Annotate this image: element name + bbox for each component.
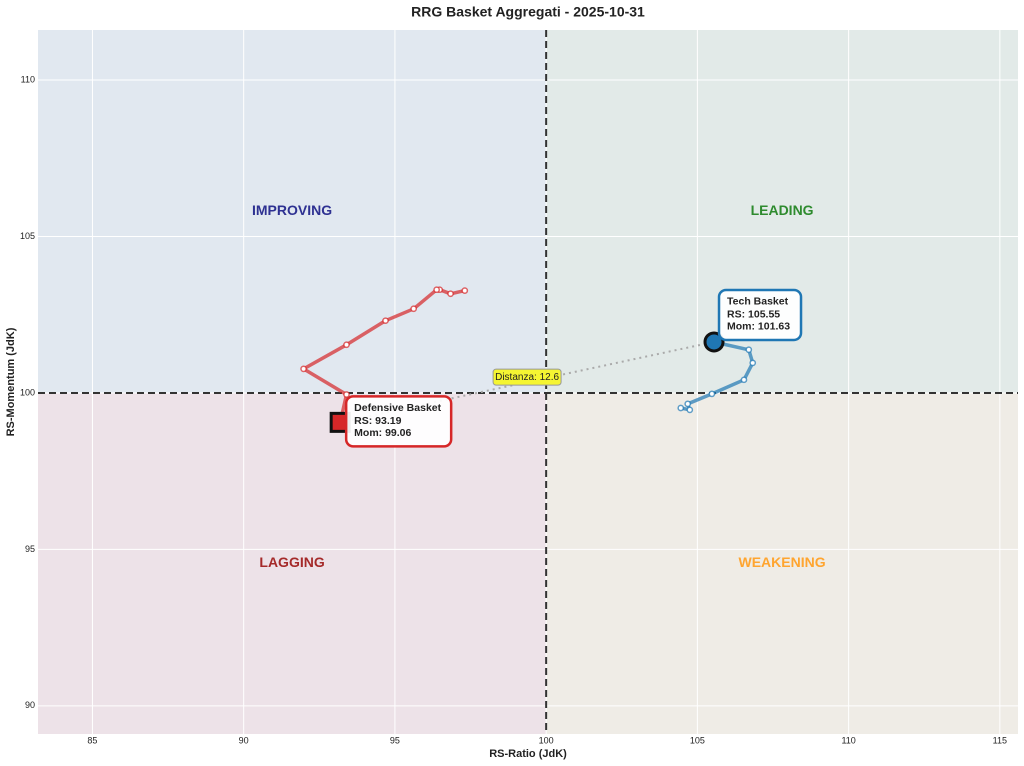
x-tick-label: 110	[841, 735, 855, 745]
trail-point	[708, 390, 716, 398]
trail-point	[300, 365, 307, 373]
y-axis-label: RS-Momentum (JdK)	[5, 327, 17, 436]
annotation-value: RS: 93.19	[354, 415, 401, 427]
trail-point	[749, 359, 757, 367]
trail-point	[745, 346, 753, 354]
y-tick-label: 95	[25, 544, 35, 554]
x-tick-label: 100	[539, 735, 554, 745]
trail-point	[410, 305, 418, 313]
quadrant-background	[38, 392, 547, 734]
trail-line	[301, 287, 466, 423]
y-tick-label: 100	[20, 387, 35, 397]
x-tick-label: 90	[239, 735, 249, 745]
end-marker	[703, 331, 725, 353]
y-tick-label: 90	[25, 700, 35, 710]
annotation-box	[717, 288, 803, 342]
y-tick-label: 110	[21, 74, 35, 84]
trail-point	[433, 286, 441, 294]
x-tick-label: 105	[690, 735, 705, 745]
annotation-name: Tech Basket	[727, 296, 789, 308]
annotation-name: Defensive Basket	[354, 402, 441, 414]
annotation-value: Mom: 99.06	[354, 427, 411, 439]
x-axis-label: RS-Ratio (JdK)	[489, 748, 567, 760]
trail-point	[740, 376, 748, 384]
quadrant-label: WEAKENING	[739, 554, 826, 570]
x-tick-label: 115	[993, 735, 1007, 745]
quadrant-label: LEADING	[751, 202, 814, 218]
x-tick-label: 85	[87, 735, 97, 745]
trail-point	[461, 287, 469, 294]
annotation-value: Mom: 101.63	[727, 321, 790, 333]
trail-point	[343, 341, 350, 349]
quadrant-background	[546, 392, 1018, 734]
trail-point	[382, 317, 389, 325]
chart-title: RRG Basket Aggregati - 2025-10-31	[411, 4, 645, 20]
quadrant-label: IMPROVING	[252, 202, 332, 218]
x-tick-label: 95	[390, 735, 400, 745]
distance-label-box	[492, 368, 562, 386]
quadrant-label: LAGGING	[259, 554, 324, 570]
annotation-box	[344, 395, 453, 448]
trail-point	[684, 400, 692, 408]
annotation-value: RS: 105.55	[727, 309, 780, 321]
trail-point	[686, 406, 694, 414]
trail-point	[677, 404, 685, 412]
y-tick-label: 105	[20, 231, 35, 241]
trail-point	[343, 391, 350, 398]
quadrant-background	[38, 30, 547, 393]
distance-line	[339, 340, 715, 424]
distance-label: Distanza: 12.6	[495, 372, 559, 383]
trail-point	[447, 290, 454, 298]
